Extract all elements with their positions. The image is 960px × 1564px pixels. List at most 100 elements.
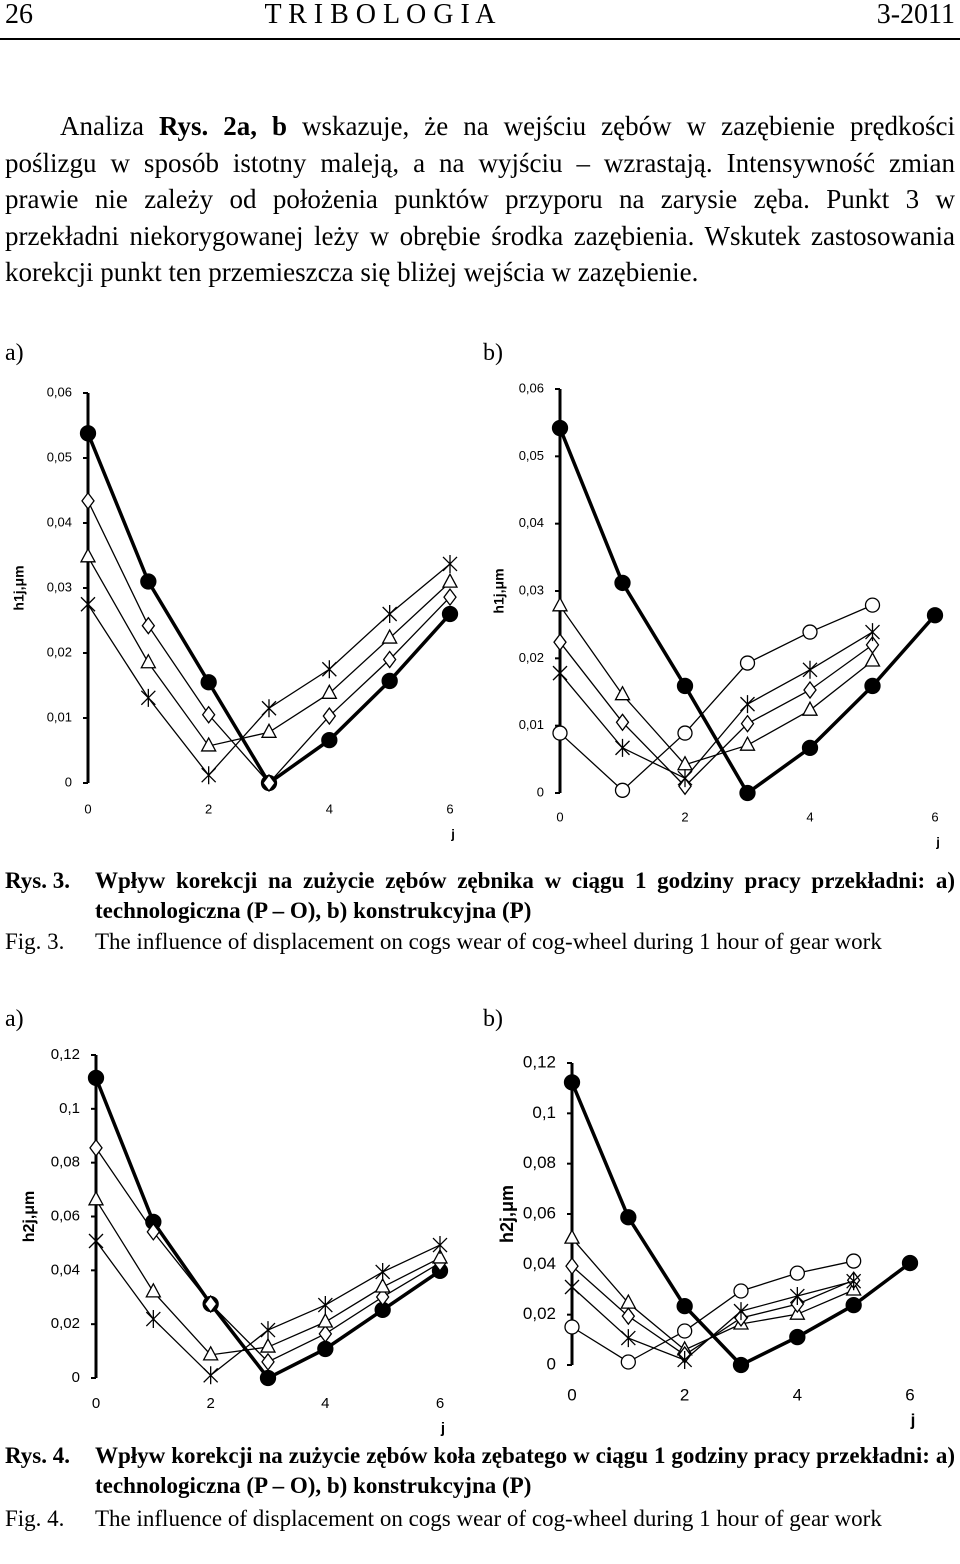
y-tick-label: 0,01 xyxy=(519,717,544,732)
y-tick-label: 0 xyxy=(547,1354,556,1373)
caption-label: Rys. 4. xyxy=(5,1443,71,1468)
point xyxy=(551,419,569,437)
series-line xyxy=(559,641,873,788)
point xyxy=(317,1340,334,1358)
x-axis-label: j xyxy=(910,1410,916,1429)
point xyxy=(81,491,95,510)
x-axis-label: j xyxy=(935,834,940,849)
point xyxy=(677,1350,693,1369)
point xyxy=(739,735,756,751)
x-axis-label: j xyxy=(440,1420,445,1437)
paragraph: Analiza Rys. 2a, b wskazuje, że na wejśc… xyxy=(5,108,955,291)
point xyxy=(374,1277,391,1293)
y-tick-label: 0,01 xyxy=(47,709,72,724)
series-line xyxy=(87,563,451,777)
point xyxy=(563,1228,581,1244)
point xyxy=(676,1297,693,1315)
page-number: 26 xyxy=(5,0,33,30)
x-tick-label: 0 xyxy=(567,1385,576,1404)
x-tick-label: 4 xyxy=(793,1385,802,1404)
series-line xyxy=(571,1265,854,1356)
point xyxy=(801,700,819,716)
x-tick-label: 4 xyxy=(806,809,813,824)
point xyxy=(317,1312,334,1328)
y-tick-label: 0,08 xyxy=(51,1154,80,1171)
y-tick-label: 0,1 xyxy=(532,1103,556,1122)
x-tick-label: 2 xyxy=(205,801,212,816)
point xyxy=(321,660,337,679)
chart: 0 0,01 0,02 0,03 0,04 0,05 0,06 0 2 4 6 j h1j,μm xyxy=(11,384,459,841)
y-tick-label: 0,02 xyxy=(47,644,72,659)
y-tick-label: 0,05 xyxy=(519,448,544,463)
point xyxy=(381,628,398,644)
panel-label: b) xyxy=(483,340,503,366)
x-tick-label: 0 xyxy=(92,1395,100,1412)
point xyxy=(620,1209,637,1226)
y-tick-label: 0,12 xyxy=(523,1052,556,1071)
y-tick-label: 0,06 xyxy=(47,384,72,399)
chart: 0 0,02 0,04 0,06 0,08 0,1 0,12 0 2 4 6 j h2j,μm xyxy=(497,1052,919,1429)
x-tick-label: 6 xyxy=(905,1385,914,1404)
y-tick-label: 0,05 xyxy=(47,449,72,464)
point xyxy=(441,572,459,588)
point xyxy=(564,1277,580,1296)
point xyxy=(551,596,569,612)
y-tick-label: 0,12 xyxy=(51,1046,80,1063)
x-tick-label: 0 xyxy=(84,801,91,816)
panel-label: b) xyxy=(483,1006,503,1032)
point xyxy=(739,784,756,802)
point xyxy=(375,1287,390,1307)
point xyxy=(846,1253,862,1269)
point xyxy=(259,1369,277,1387)
x-tick-label: 6 xyxy=(931,809,938,824)
point xyxy=(802,660,818,679)
x-tick-label: 6 xyxy=(436,1395,444,1412)
point xyxy=(864,677,881,695)
point xyxy=(563,1074,581,1091)
point xyxy=(865,635,880,654)
y-tick-label: 0,03 xyxy=(47,579,72,594)
point xyxy=(677,769,693,788)
point xyxy=(614,782,631,798)
caption-en: Fig. 4. The influence of displacement on … xyxy=(5,1504,955,1534)
caption-label: Rys. 3. xyxy=(5,868,71,893)
point xyxy=(202,1345,219,1361)
x-axis-label: j xyxy=(450,826,455,841)
point xyxy=(80,595,96,614)
point xyxy=(260,722,278,738)
point xyxy=(443,588,457,607)
point xyxy=(845,1296,862,1314)
point xyxy=(321,683,338,699)
y-tick-label: 0,02 xyxy=(51,1315,80,1332)
x-tick-label: 2 xyxy=(680,1385,689,1404)
chart: 0 0,01 0,02 0,03 0,04 0,05 0,06 0 2 4 6 j h1j,μm xyxy=(491,380,944,849)
caption-text: Wpływ korekcji na zużycie zębów zębnika … xyxy=(95,868,955,923)
y-tick-label: 0,08 xyxy=(523,1153,556,1172)
point xyxy=(733,1283,749,1299)
point xyxy=(260,1321,276,1340)
point xyxy=(677,1323,693,1339)
y-tick-label: 0,06 xyxy=(523,1203,556,1222)
point xyxy=(431,1248,449,1264)
header-rule xyxy=(0,38,960,40)
caption-text: The influence of displacement on cogs we… xyxy=(95,1506,882,1531)
point xyxy=(79,425,97,442)
panel-label: a) xyxy=(5,340,24,366)
point xyxy=(140,653,157,669)
point xyxy=(89,1138,103,1157)
y-tick-label: 0,02 xyxy=(519,650,544,665)
x-tick-label: 4 xyxy=(326,801,333,816)
point xyxy=(87,1069,105,1087)
caption-pl: Rys. 4. Wpływ korekcji na zużycie zębów k… xyxy=(5,1441,955,1501)
point xyxy=(261,699,277,718)
y-tick-label: 0,03 xyxy=(519,582,544,597)
y-axis-label: h2j,μm xyxy=(21,1191,38,1243)
point xyxy=(318,1324,333,1343)
panel-label: a) xyxy=(5,1006,24,1032)
point xyxy=(201,705,216,724)
point xyxy=(803,680,817,700)
point xyxy=(201,766,217,785)
series-line xyxy=(559,631,873,779)
y-tick-label: 0,04 xyxy=(47,514,72,529)
point xyxy=(442,554,458,573)
